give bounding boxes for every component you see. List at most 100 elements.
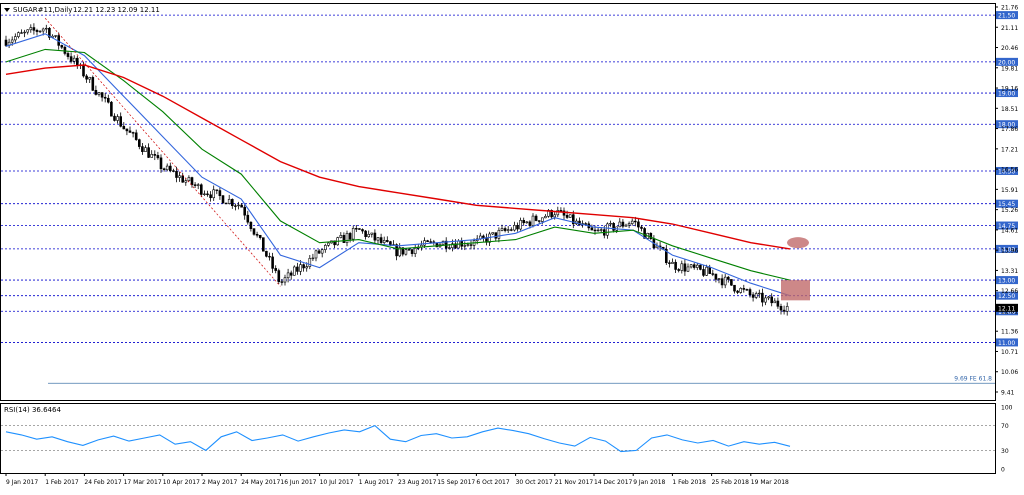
price-tick-label: 13.31 (1001, 268, 1018, 275)
candle-body (531, 215, 535, 226)
level-label: 11.00 (998, 340, 1015, 347)
ma-fast-line (5, 33, 791, 297)
candle-body (206, 193, 209, 196)
candle-body (767, 296, 770, 299)
candle-body (88, 77, 91, 80)
candle-body (730, 279, 733, 286)
price-tick-label: 21.76 (1001, 5, 1018, 12)
candle-body (503, 228, 507, 231)
candle-body (516, 225, 519, 230)
price-tick-label: 16.56 (1001, 167, 1018, 174)
candle-body (550, 209, 553, 218)
candle-body (20, 32, 23, 34)
candle-body (367, 234, 371, 238)
level-label: 14.00 (998, 246, 1015, 253)
candle-body (354, 228, 358, 230)
candle-body (134, 132, 138, 140)
candle-body (447, 247, 451, 249)
candle-body (60, 45, 64, 48)
rsi-tick-label: 70 (1001, 423, 1009, 430)
candle-body (128, 130, 132, 133)
candle-body (742, 288, 746, 290)
price-tick-label: 9.41 (1001, 390, 1015, 397)
candle-body (218, 190, 222, 196)
candle-body (144, 147, 147, 152)
time-tick-label: 1 Aug 2017 (359, 479, 394, 486)
time-tick-label: 6 Oct 2017 (476, 479, 509, 486)
price-tick-label: 15.91 (1001, 187, 1018, 194)
candle-body (779, 305, 783, 311)
level-label-box (996, 244, 1018, 253)
rsi-plot-frame (0, 403, 996, 474)
candle-body (649, 232, 653, 239)
candle-body (150, 154, 153, 158)
candle-body (500, 228, 504, 231)
candle-body (547, 209, 550, 217)
rsi-panel: RSI(14) 36.6464 100 70 30 0 (1, 405, 1013, 474)
candle-body (358, 228, 361, 230)
candle-body (159, 157, 163, 170)
candle-body (26, 29, 30, 33)
candle-body (122, 125, 126, 130)
candle-body (754, 293, 758, 298)
candle-body (745, 289, 749, 291)
candle-body (299, 264, 302, 272)
candle-body (292, 266, 296, 276)
candle-body (674, 261, 677, 270)
candle-body (686, 266, 690, 272)
time-tick-label: 21 Nov 2017 (555, 479, 594, 486)
time-tick-label: 14 Dec 2017 (594, 479, 633, 486)
candle-body (240, 204, 243, 208)
ma-mid-line (5, 48, 791, 281)
rsi-tick-label: 100 (1001, 405, 1013, 412)
level-label: 21.50 (998, 13, 1015, 20)
candle-body (91, 77, 95, 91)
candle-body (571, 214, 575, 225)
candle-body (147, 147, 150, 158)
time-axis: 9 Jan 2017 1 Feb 2017 24 Feb 2017 17 Mar 20… (5, 473, 789, 486)
time-tick-label: 24 Feb 2017 (84, 479, 122, 486)
candle-body (351, 228, 355, 240)
candle-body (627, 223, 631, 226)
candle-body (395, 244, 398, 257)
candle-body (100, 92, 104, 98)
price-plot-frame (0, 3, 996, 401)
moving-averages (5, 33, 791, 297)
price-tick-label: 19.16 (1001, 86, 1018, 93)
candle-body (407, 249, 411, 251)
candle-body (44, 27, 48, 30)
candle-body (283, 277, 287, 283)
candle-body (451, 243, 454, 248)
price-tick-label: 17.86 (1001, 126, 1018, 133)
candle-body (261, 237, 265, 252)
candle-body (668, 262, 671, 264)
level-label: 18.00 (998, 122, 1015, 129)
price-tick-label: 19.81 (1001, 65, 1018, 72)
candle-body (224, 202, 228, 205)
candle-body (695, 264, 699, 268)
candle-body (708, 266, 712, 274)
price-tick-label: 10.71 (1001, 349, 1018, 356)
candle-body (509, 229, 513, 231)
candle-body (640, 226, 643, 229)
candle-body (305, 266, 309, 269)
price-tick-label: 13.96 (1001, 248, 1018, 255)
dropdown-triangle-icon[interactable] (4, 8, 10, 12)
candle-body (482, 235, 485, 238)
candle-body (528, 221, 532, 226)
candle-body (382, 240, 386, 243)
time-tick-label: 9 Jan 2018 (633, 479, 665, 486)
price-tick-label: 18.51 (1001, 106, 1018, 113)
candle-body (671, 261, 674, 264)
candle-body (63, 46, 67, 54)
candle-body (494, 232, 498, 239)
candle-body (373, 232, 377, 241)
candle-body (156, 155, 160, 159)
candle-body (739, 288, 743, 293)
candle-body (540, 217, 544, 222)
time-tick-label: 24 May 2017 (241, 479, 280, 486)
candle-body (103, 96, 107, 99)
candle-body (54, 35, 57, 37)
candle-body (370, 232, 374, 235)
price-tick-label: 12.01 (1001, 308, 1018, 315)
